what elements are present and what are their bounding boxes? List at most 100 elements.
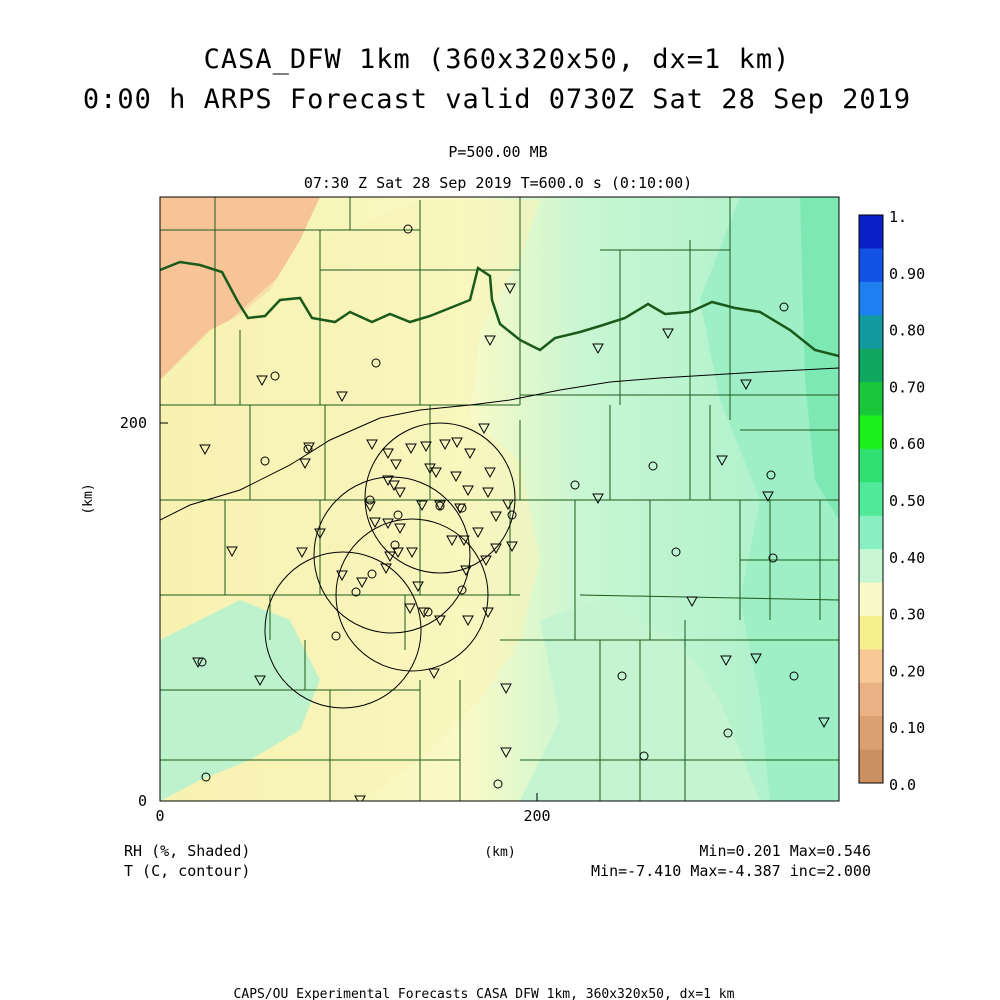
colorbar-swatch <box>859 248 883 283</box>
level-label: P=500.00 MB <box>448 143 547 161</box>
colorbar-swatch <box>859 515 883 550</box>
x-tick-0: 0 <box>155 807 164 825</box>
colorbar-label: 0.30 <box>889 606 925 624</box>
colorbar-swatch <box>859 315 883 350</box>
station-triangle <box>482 607 494 619</box>
temp-stats: Min=-7.410 Max=-4.387 inc=2.000 <box>591 862 871 880</box>
colorbar-swatch <box>859 482 883 517</box>
station-circle <box>723 728 733 738</box>
colorbar-swatch <box>859 615 883 650</box>
station-triangle <box>199 444 211 456</box>
station-triangle <box>394 523 406 535</box>
state-boundary <box>160 260 839 358</box>
station-circle <box>648 461 658 471</box>
station-circle <box>303 444 313 454</box>
station-triangle <box>405 443 417 455</box>
rh-shading-green-sw <box>160 600 320 801</box>
credit-line: CAPS/OU Experimental Forecasts CASA DFW … <box>234 987 735 1000</box>
station-circle <box>393 510 403 520</box>
colorbar-swatch <box>859 716 883 751</box>
station-triangle <box>458 535 470 547</box>
station-triangle <box>416 500 428 512</box>
station-triangle <box>420 441 432 453</box>
station-triangle <box>299 458 311 470</box>
rh-shading-dry <box>160 197 320 380</box>
station-circle <box>779 302 789 312</box>
station-circle <box>789 671 799 681</box>
plot-frame <box>159 196 840 802</box>
station-triangle <box>382 448 394 460</box>
station-triangle <box>390 459 402 471</box>
station-triangle <box>254 675 266 687</box>
radar-ring <box>335 518 489 672</box>
station-circle <box>423 607 433 617</box>
station-triangle <box>336 570 348 582</box>
station-triangle <box>382 518 394 530</box>
colorbar-label: 0.40 <box>889 549 925 567</box>
station-triangle <box>366 439 378 451</box>
station-circle <box>457 503 467 513</box>
station-triangle <box>406 547 418 559</box>
temperature-contour <box>160 367 839 521</box>
station-circle <box>260 456 270 466</box>
station-circle <box>331 631 341 641</box>
colorbar-swatch <box>859 382 883 416</box>
field-label-rh: RH (%, Shaded) <box>124 842 250 860</box>
station-circle <box>617 671 627 681</box>
colorbar-label: 0.60 <box>889 435 925 453</box>
station-triangle <box>434 615 446 627</box>
field-label-temp: T (C, contour) <box>124 862 250 880</box>
colorbar-swatch <box>859 281 883 316</box>
station-triangle <box>592 493 604 505</box>
station-triangle <box>226 546 238 558</box>
station-triangle <box>500 747 512 759</box>
station-circle <box>671 547 681 557</box>
station-triangle <box>382 475 394 487</box>
map-panel <box>160 197 839 801</box>
station-circle <box>507 510 517 520</box>
station-triangle <box>380 563 392 575</box>
rh-shading-humid-ne <box>800 197 839 520</box>
colorbar-label: 0.10 <box>889 719 925 737</box>
station-triangle <box>482 487 494 499</box>
station-triangle <box>504 283 516 295</box>
station-triangle <box>428 668 440 680</box>
x-axis-unit: (km) <box>484 845 515 860</box>
county-boundaries <box>160 197 839 801</box>
colorbar-swatch <box>859 448 883 483</box>
colorbar-label: 0.70 <box>889 378 925 396</box>
station-circle <box>766 470 776 480</box>
colorbar-swatch <box>859 682 883 717</box>
colorbar-swatch <box>859 649 883 684</box>
y-tick-0: 0 <box>138 792 147 810</box>
station-triangle <box>506 541 518 553</box>
station-triangle <box>472 527 484 539</box>
station-triangle <box>484 467 496 479</box>
station-circle <box>390 540 400 550</box>
station-triangle <box>662 328 674 340</box>
station-circle <box>197 657 207 667</box>
station-triangle <box>818 717 830 729</box>
y-axis-unit: (km) <box>81 483 96 514</box>
colorbar-label: 0.80 <box>889 322 925 340</box>
station-triangle <box>450 471 462 483</box>
station-triangle <box>369 517 381 529</box>
station-circle <box>403 224 413 234</box>
station-triangle <box>412 581 424 593</box>
colorbar-swatch <box>859 749 883 784</box>
station-triangle <box>192 657 204 669</box>
colorbar-swatch <box>859 582 883 617</box>
station-circle <box>270 371 280 381</box>
station-triangle <box>384 551 396 563</box>
station-triangle <box>750 653 762 665</box>
station-triangle <box>430 467 442 479</box>
colorbar-swatch <box>859 415 883 450</box>
station-triangle <box>740 379 752 391</box>
station-triangle <box>490 543 502 555</box>
station-circle <box>367 569 377 579</box>
station-circle <box>570 480 580 490</box>
station-circle <box>457 585 467 595</box>
station-triangle <box>464 448 476 460</box>
station-triangle <box>394 487 406 499</box>
station-markers <box>192 224 830 801</box>
